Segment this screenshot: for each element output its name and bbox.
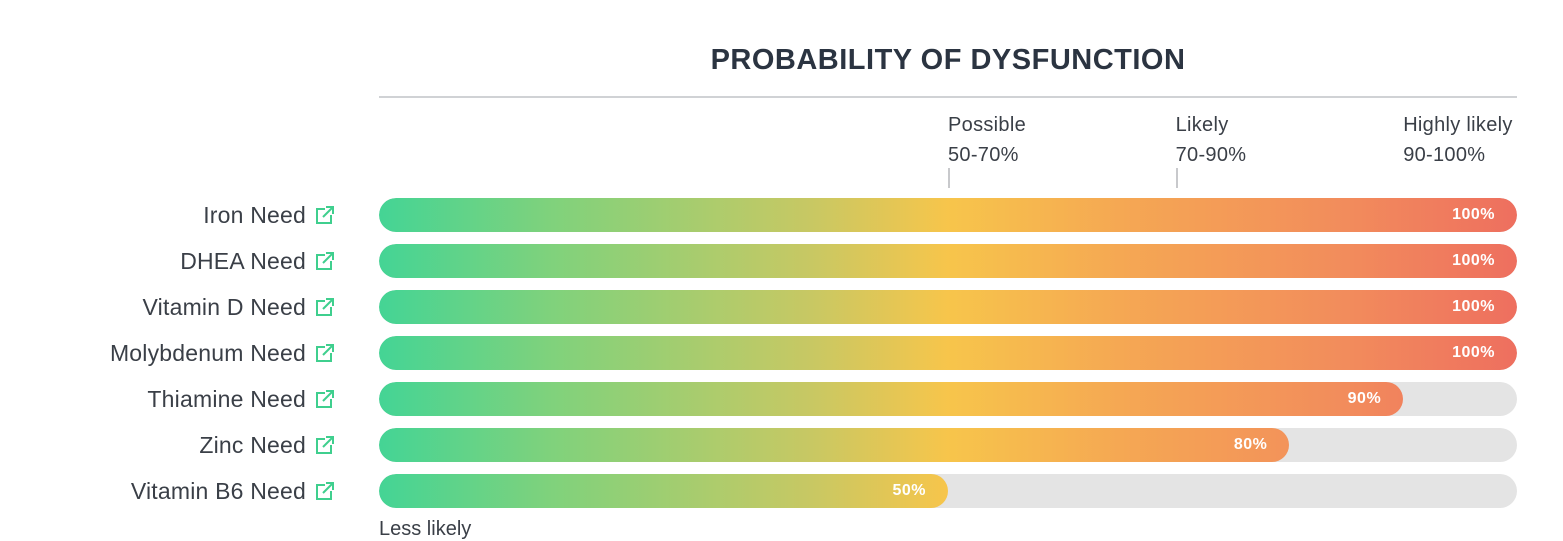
legend-item: Possible 50-70%	[948, 110, 1148, 170]
external-link-icon[interactable]	[315, 343, 335, 363]
legend-item: Likely 70-90%	[1176, 110, 1376, 170]
category-label: Iron Need	[203, 202, 306, 228]
bar-track: 100%	[379, 336, 1517, 370]
category-label: Zinc Need	[199, 432, 306, 458]
legend-item: Highly likely 90-100%	[1403, 110, 1513, 170]
legend-label: Possible	[948, 114, 1026, 136]
value-label: 50%	[892, 482, 926, 499]
bar	[379, 382, 1404, 416]
bar	[379, 336, 1517, 370]
title-divider	[379, 96, 1517, 98]
external-link-icon[interactable]	[315, 389, 335, 409]
legend-label: Highly likely	[1403, 114, 1513, 136]
bar	[379, 198, 1517, 232]
category-label: Vitamin D Need	[142, 294, 306, 320]
value-label: 100%	[1452, 206, 1495, 223]
legend-range: 90-100%	[1403, 144, 1486, 166]
legend-tick	[1175, 168, 1178, 188]
bar-track: 50%	[379, 474, 1517, 508]
chart-title: PROBABILITY OF DYSFUNCTION	[710, 44, 1186, 76]
bar-track: 100%	[379, 290, 1517, 324]
category-label: Thiamine Need	[147, 386, 306, 412]
bar-track: 100%	[379, 198, 1517, 232]
legend-range: 70-90%	[1175, 144, 1247, 166]
legend-range: 50-70%	[948, 144, 1019, 166]
external-link-icon[interactable]	[315, 251, 335, 271]
probability-chart: PROBABILITY OF DYSFUNCTION Possible 50-70…	[109, 44, 1517, 540]
value-label: 80%	[1233, 436, 1268, 453]
value-label: 90%	[1347, 390, 1382, 407]
external-link-icon[interactable]	[315, 297, 335, 317]
bar	[379, 244, 1517, 278]
bar-track: 90%	[379, 382, 1517, 416]
external-link-icon[interactable]	[315, 481, 335, 501]
external-link-icon[interactable]	[315, 435, 335, 455]
bar-track: 100%	[379, 244, 1517, 278]
value-label: 100%	[1452, 252, 1495, 269]
value-label: 100%	[1452, 298, 1495, 315]
legend-tick	[948, 168, 950, 188]
bar	[379, 428, 1290, 462]
legend-label: Likely	[1175, 114, 1229, 136]
category-label: Molybdenum Need	[109, 340, 306, 366]
external-link-icon[interactable]	[315, 205, 335, 225]
bar	[379, 290, 1517, 324]
value-label: 100%	[1452, 344, 1495, 361]
category-label: DHEA Need	[180, 248, 306, 274]
bar-track: 80%	[379, 428, 1517, 462]
bar	[379, 474, 948, 508]
category-label: Vitamin B6 Need	[130, 478, 306, 504]
